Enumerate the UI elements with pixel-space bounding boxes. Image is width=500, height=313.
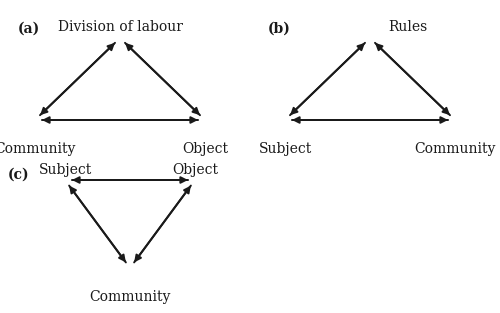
Text: Community: Community xyxy=(414,142,496,156)
Text: (c): (c) xyxy=(8,168,30,182)
Text: Division of labour: Division of labour xyxy=(58,20,182,34)
Text: (a): (a) xyxy=(18,22,40,36)
Text: Subject: Subject xyxy=(38,163,92,177)
Text: Object: Object xyxy=(182,142,228,156)
Text: Subject: Subject xyxy=(258,142,312,156)
Text: Rules: Rules xyxy=(388,20,428,34)
Text: Community: Community xyxy=(90,290,170,304)
Text: (b): (b) xyxy=(268,22,291,36)
Text: Community: Community xyxy=(0,142,76,156)
Text: Object: Object xyxy=(172,163,218,177)
